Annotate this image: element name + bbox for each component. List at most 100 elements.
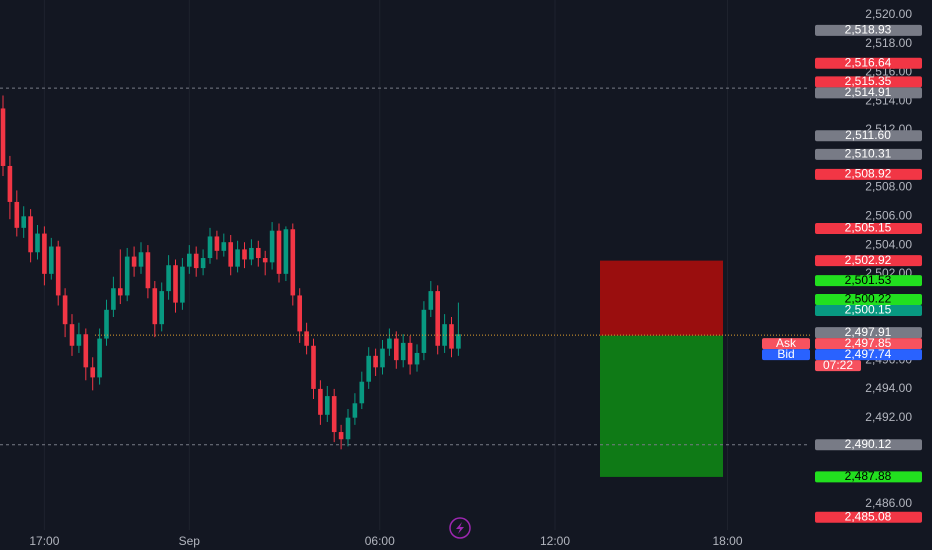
y-tick-label: 2,486.00 (865, 496, 912, 510)
price-badge (815, 275, 922, 287)
candle-body (0, 108, 6, 166)
candle-body (421, 309, 427, 353)
price-badge (815, 57, 922, 69)
icon-ring[interactable] (449, 517, 471, 539)
icon-bolt[interactable] (456, 522, 464, 534)
quote-tag (762, 338, 810, 350)
candle-body (221, 242, 227, 251)
y-tick-label: 2,508.00 (865, 180, 912, 194)
price-badge (815, 511, 922, 523)
candle-body (373, 355, 378, 368)
price-badge-label: 2,497.74 (845, 347, 892, 361)
candle-body (83, 334, 89, 368)
candle-body (214, 236, 220, 251)
y-tick-label: 2,494.00 (865, 381, 912, 395)
candle-body (166, 265, 171, 292)
quote-tag-label: Ask (776, 336, 797, 350)
candle-body (104, 309, 109, 339)
price-badge-label: 2,501.53 (845, 273, 892, 287)
price-badge-label: 2,518.93 (845, 23, 892, 37)
candle-body (118, 288, 123, 296)
candle-body (90, 367, 95, 378)
price-badge (815, 304, 922, 316)
candle-body (269, 230, 275, 263)
candle-body (359, 381, 365, 404)
candle-body (331, 396, 337, 433)
y-tick-label: 2,504.00 (865, 237, 912, 251)
price-badge-label: 2,508.92 (845, 166, 892, 180)
price-badge-label: 2,511.60 (845, 128, 891, 142)
price-badge (815, 76, 922, 88)
candle-body (442, 324, 447, 346)
candle-body (400, 342, 406, 361)
price-badge (815, 255, 922, 267)
candle-body (290, 229, 296, 296)
candle-body (235, 249, 240, 267)
price-badge (815, 87, 922, 99)
candle-body (311, 345, 316, 389)
price-badge-label: 2,505.15 (845, 221, 892, 235)
x-tick-label: Sep (179, 534, 201, 548)
candle-body (456, 334, 461, 349)
x-tick-label: 18:00 (712, 534, 742, 548)
price-badge-label: 2,516.64 (845, 55, 892, 69)
candle-body (380, 348, 385, 368)
candle-body (283, 229, 289, 274)
candle-body (111, 288, 116, 310)
candle-body (7, 165, 13, 202)
replay-icon[interactable] (449, 517, 471, 539)
candle-body (366, 355, 371, 382)
x-tick-label: 17:00 (29, 534, 59, 548)
candle-body (338, 432, 344, 440)
candle-body (28, 216, 33, 253)
price-badge (815, 349, 922, 361)
candle-body (414, 352, 420, 365)
candle-body (435, 291, 440, 346)
candle-body (35, 233, 40, 253)
target-zone (600, 335, 723, 477)
candle-body (200, 258, 206, 269)
candle-body (152, 288, 158, 325)
candle-body (407, 342, 413, 365)
price-badge-label: 2,502.92 (845, 253, 892, 267)
candle-body (138, 252, 144, 267)
x-tick-label: 06:00 (365, 534, 395, 548)
candle-body (124, 256, 130, 296)
candle-body (262, 258, 268, 263)
stop-zone (600, 260, 723, 336)
candle-body (21, 216, 26, 228)
candle-body (352, 403, 358, 418)
quote-tag-label: Bid (777, 347, 794, 361)
candle-body (180, 266, 185, 303)
price-badge-label: 2,490.12 (845, 437, 892, 451)
price-badge-label: 2,485.08 (845, 509, 892, 523)
price-badge (815, 130, 922, 142)
candle-body (228, 242, 233, 267)
candle-body (145, 252, 151, 289)
candle-body (304, 331, 309, 346)
quote-tag (762, 349, 810, 361)
price-badge-label: 2,500.15 (845, 303, 892, 317)
candle-body (325, 396, 330, 415)
candle-body (242, 249, 247, 260)
candle-body (428, 291, 434, 310)
candle-body (276, 230, 282, 274)
candle-body (76, 334, 82, 346)
candle-body (449, 324, 454, 349)
price-badge-label: 2,497.85 (845, 336, 892, 350)
candle-body (187, 253, 192, 267)
candle-body (14, 201, 20, 228)
y-tick-label: 2,520.00 (865, 7, 912, 21)
candle-body (345, 417, 351, 440)
y-tick-label: 2,492.00 (865, 410, 912, 424)
price-badge (815, 338, 922, 350)
countdown-badge (815, 360, 861, 372)
candle-body (159, 291, 164, 325)
price-badge (815, 148, 922, 160)
price-badge (815, 293, 922, 305)
price-badge-label: 2,514.91 (845, 85, 892, 99)
y-tick-label: 2,518.00 (865, 36, 912, 50)
candle-body (49, 246, 54, 274)
